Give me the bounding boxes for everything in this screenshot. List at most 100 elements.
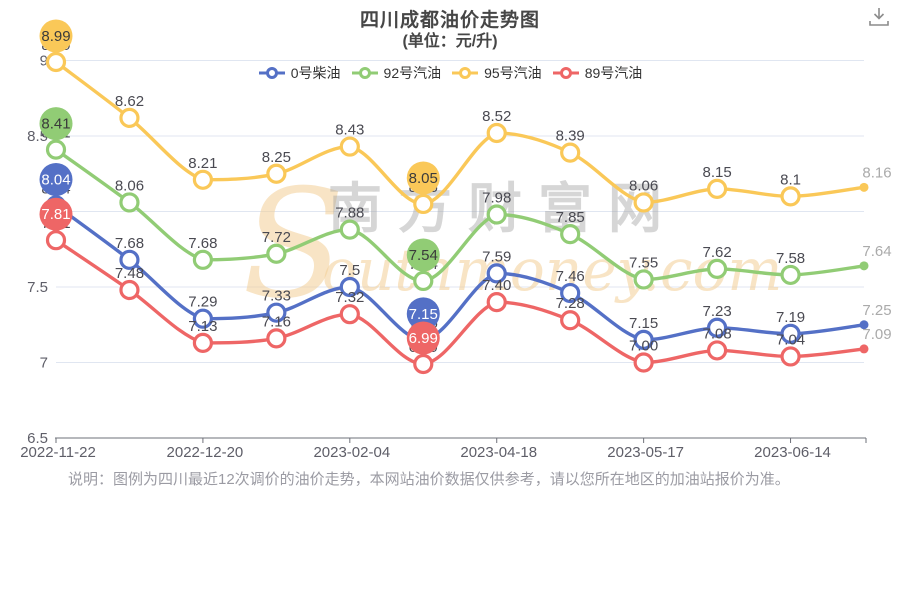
data-point[interactable] [486,204,507,225]
data-point[interactable] [560,224,581,245]
legend-label: 89号汽油 [584,65,643,81]
pin-label: 8.04 [41,171,70,188]
legend-label: 0号柴油 [290,65,341,81]
data-label-last: 8.16 [862,164,891,181]
legend-item-92号汽油[interactable]: 92号汽油 [351,63,442,83]
data-label: 7.33 [262,288,291,305]
data-point[interactable] [633,329,654,350]
data-point[interactable] [413,270,434,292]
data-point[interactable] [633,352,654,373]
legend-line-marker-icon [258,67,285,79]
data-point[interactable] [192,249,214,270]
data-label: 7.55 [629,254,658,271]
data-point[interactable] [486,292,507,313]
data-point[interactable] [192,332,214,353]
data-point[interactable] [633,269,654,290]
max-pin: 7.81 [39,197,73,234]
data-point[interactable] [413,353,434,375]
data-point[interactable] [339,304,360,325]
data-label: 7.5 [339,262,360,279]
x-tick-label: 2022-12-20 [167,444,244,461]
legend-line-marker-icon [452,67,479,79]
data-label: 8.43 [335,122,364,139]
data-point[interactable] [859,182,869,192]
data-point[interactable] [339,136,360,157]
data-point[interactable] [266,302,287,323]
data-label: 7.98 [482,190,511,207]
data-point[interactable] [633,192,654,213]
data-label: 7.88 [335,205,364,222]
data-point[interactable] [119,249,140,270]
data-point[interactable] [45,139,67,160]
pin-label: 8.05 [409,170,438,187]
data-point[interactable] [119,107,140,128]
legend-line-marker-icon [351,67,378,79]
data-point[interactable] [45,230,67,251]
watermark-en-initial: S [242,158,345,332]
data-point[interactable] [780,346,801,367]
data-point[interactable] [119,279,140,301]
data-point[interactable] [780,323,801,344]
data-label: 7.68 [188,235,217,252]
legend-item-0号柴油[interactable]: 0号柴油 [258,63,341,83]
data-point[interactable] [706,258,728,279]
data-point[interactable] [486,263,507,284]
data-label: 7.59 [482,248,511,265]
legend-item-95号汽油[interactable]: 95号汽油 [451,63,542,83]
series-0号柴油: 8.04 7.68 7.29 7.33 7.5 7.15 7.59 7.46 7.15 7.23 7… [39,162,892,350]
pin-label: 7.81 [41,206,70,223]
data-label: 7.16 [262,313,291,330]
data-point[interactable] [780,186,801,207]
x-tick-label: 2023-05-17 [607,444,684,461]
x-tick-label: 2023-02-04 [313,444,390,461]
max-pin: 8.99 [39,19,73,56]
data-label: 7.28 [556,295,585,312]
data-label: 8.21 [188,155,217,172]
series-92号汽油: 8.41 8.06 7.68 7.72 7.88 7.54 7.98 7.85 7.55 7.62… [39,107,892,292]
data-point[interactable] [706,178,728,199]
data-point[interactable] [560,310,581,331]
data-point[interactable] [706,340,728,361]
y-tick-label: 7.5 [27,279,48,296]
data-label: 7.72 [262,229,291,246]
data-point[interactable] [119,192,140,213]
legend-item-89号汽油[interactable]: 89号汽油 [552,63,643,83]
y-tick-label: 7 [40,355,48,372]
data-point[interactable] [192,169,214,190]
save-image-button[interactable] [866,4,892,30]
save-image-download-icon [869,8,889,26]
data-point[interactable] [859,261,869,271]
data-point[interactable] [413,193,434,215]
min-pin: 6.99 [406,321,440,358]
data-label: 7.40 [482,277,511,294]
pin-balloon [39,197,73,231]
data-point[interactable] [266,243,287,264]
note-text: 说明：图例为四川最近12次调价的油价走势，本网站油价数据仅供参考，请以您所在地区… [68,471,790,488]
data-point[interactable] [859,320,869,330]
data-point[interactable] [266,163,287,184]
data-label: 7.85 [556,209,585,226]
data-point[interactable] [339,219,360,240]
data-point[interactable] [859,344,869,354]
data-label: 7.62 [702,244,731,261]
legend-label: 92号汽油 [383,65,442,81]
data-label: 7.00 [629,338,658,355]
legend-label: 95号汽油 [484,65,542,81]
x-tick-label: 2023-06-14 [754,444,831,461]
data-point[interactable] [560,282,581,304]
data-point[interactable] [780,264,801,286]
data-point[interactable] [486,122,507,144]
data-point[interactable] [706,317,728,338]
legend: 0号柴油 92号汽油 95号汽油 89号汽油 [0,63,900,83]
data-point[interactable] [339,276,360,298]
data-label: 7.08 [702,325,731,342]
data-point[interactable] [560,142,581,163]
data-point[interactable] [266,328,287,349]
data-label: 7.58 [776,250,805,267]
chart-subtitle: (单位：元/升) [402,33,498,50]
price-trend-svg: 98.587.576.52022-11-222022-12-202023-02-… [20,19,892,461]
series-95号汽油: 8.99 8.62 8.21 8.25 8.43 8.05 8.52 8.39 8.06 8.15… [39,19,892,215]
data-point[interactable] [192,308,214,329]
